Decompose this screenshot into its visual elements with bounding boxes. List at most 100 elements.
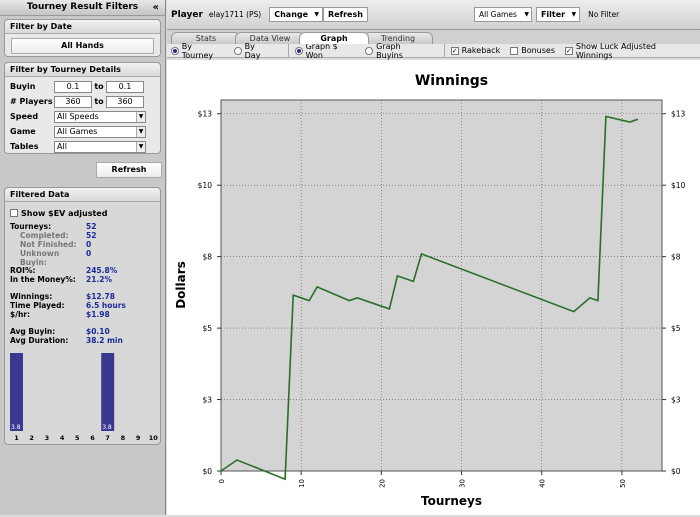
- options-divider: [287, 43, 289, 58]
- y-tick-label: $5: [202, 324, 212, 333]
- stat-label: Avg Duration:: [10, 336, 69, 345]
- stat-label: Not Finished:: [20, 240, 77, 249]
- stat-value: 0: [86, 240, 92, 249]
- game-row: Game All Games ▼: [5, 124, 160, 139]
- stat-row: In the Money%: 21.2%: [10, 275, 155, 284]
- rakeback-option[interactable]: ✓ Rakeback: [450, 46, 501, 55]
- player-name: elay1711 (PS): [208, 10, 262, 19]
- by-tourney-option[interactable]: By Tourney: [171, 42, 224, 60]
- graph-options-bar: By Tourney By Day Graph $ Won Graph Buyi…: [167, 41, 700, 60]
- all-hands-button[interactable]: All Hands: [11, 38, 154, 54]
- chevron-down-icon[interactable]: ▼: [136, 111, 145, 122]
- chevron-down-icon[interactable]: ▼: [136, 141, 145, 152]
- game-select-value: All Games: [57, 126, 98, 136]
- histogram-place-label: 6: [90, 434, 95, 442]
- histogram-place-label: 1: [14, 434, 19, 442]
- luck-adjusted-option[interactable]: ✓ Show Luck Adjusted Winnings: [565, 42, 690, 60]
- y-tick-label-right: $5: [671, 324, 681, 333]
- graph-won-radio[interactable]: [294, 46, 303, 55]
- stat-label: Winnings:: [10, 292, 53, 301]
- stat-row: $/hr: $1.98: [10, 310, 155, 319]
- buyin-from-input[interactable]: 0.1: [54, 80, 92, 93]
- by-day-radio[interactable]: [233, 46, 242, 55]
- stat-value: 38.2 min: [86, 336, 123, 345]
- x-tick-label: 30: [459, 479, 467, 488]
- histogram-bar-label: 3.8: [11, 424, 21, 431]
- luck-adjusted-checkbox[interactable]: ✓: [565, 46, 573, 55]
- stat-row: Avg Duration: 38.2 min: [10, 336, 155, 345]
- game-select[interactable]: All Games ▼: [54, 125, 146, 138]
- stat-value: 52: [86, 231, 97, 240]
- x-tick-label: 0: [218, 479, 226, 483]
- graph-buyins-label: Graph Buyins: [376, 41, 403, 60]
- players-to-input[interactable]: 360: [106, 95, 144, 108]
- graph-panel: 0 10 20 30 40 50 $0 $0 $3 $3 $5 $5 $8 $8 $10 $10 $13 $13 W…: [167, 60, 700, 515]
- graph-buyins-option[interactable]: Graph Buyins: [365, 42, 427, 60]
- speed-select-value: All Speeds: [57, 111, 99, 121]
- change-player-button[interactable]: Change ▼: [269, 7, 324, 22]
- by-tourney-radio[interactable]: [171, 46, 179, 55]
- tables-row: Tables All ▼: [5, 139, 160, 154]
- y-tick-label-right: $10: [671, 181, 686, 190]
- stat-label: Completed:: [20, 231, 69, 240]
- stat-label: Time Played:: [10, 301, 65, 310]
- games-select[interactable]: All Games ▼: [473, 7, 532, 22]
- y-tick-label: $0: [202, 467, 212, 476]
- winnings-chart: 0 10 20 30 40 50 $0 $0 $3 $3 $5 $5 $8 $8 $10 $10 $13 $13 W…: [174, 73, 686, 508]
- y-tick-label-right: $0: [671, 467, 681, 476]
- tables-select-value: All: [57, 141, 67, 151]
- ev-adjusted-option[interactable]: Show $EV adjusted: [10, 207, 155, 219]
- histogram-bar: [10, 353, 23, 431]
- options-divider: [443, 43, 445, 58]
- stat-label: Unknown Buyin:: [20, 249, 60, 267]
- filters-panel-header: Tourney Result Filters «: [0, 0, 165, 16]
- graph-won-option[interactable]: Graph $ Won: [294, 41, 356, 60]
- stat-row: Avg Buyin: $0.10: [10, 327, 155, 336]
- game-label: Game: [10, 127, 36, 136]
- change-button-label: Change: [274, 10, 309, 19]
- tab-graph[interactable]: Graph: [299, 32, 369, 44]
- main-area: Player elay1711 (PS) Change ▼ Refresh All…: [167, 0, 700, 515]
- filter-button[interactable]: Filter ▼: [535, 7, 581, 22]
- players-from-input[interactable]: 360: [54, 95, 92, 108]
- filter-by-details-section: Filter by Tourney Details Buyin 0.1 to 0…: [4, 62, 161, 154]
- speed-select[interactable]: All Speeds ▼: [54, 110, 146, 123]
- graph-buyins-radio[interactable]: [365, 46, 374, 55]
- histogram-bar-label: 3.8: [102, 424, 112, 431]
- speed-row: Speed All Speeds ▼: [5, 109, 160, 124]
- chart-title: Winnings: [415, 73, 488, 89]
- rakeback-checkbox[interactable]: ✓: [450, 46, 459, 55]
- y-tick-label: $8: [202, 253, 212, 262]
- ev-adjusted-checkbox[interactable]: [10, 209, 18, 217]
- graph-won-label: Graph $ Won: [305, 41, 338, 60]
- stat-label: $/hr:: [10, 310, 30, 319]
- filtered-data-section: Filtered Data Show $EV adjusted Tourneys…: [4, 187, 161, 445]
- buyin-to-input[interactable]: 0.1: [106, 80, 144, 93]
- by-tourney-label: By Tourney: [181, 41, 214, 60]
- stat-row: Time Played: 6.5 hours: [10, 301, 155, 310]
- chevron-down-icon[interactable]: ▼: [136, 126, 145, 137]
- player-refresh-button[interactable]: Refresh: [323, 7, 368, 22]
- stat-value: $12.78: [86, 292, 115, 301]
- filtered-data-title: Filtered Data: [5, 188, 160, 202]
- filter-status: No Filter: [588, 10, 620, 19]
- tables-label: Tables: [10, 142, 39, 151]
- chevron-down-icon: ▼: [314, 11, 320, 18]
- histogram-place-label: 5: [75, 434, 80, 442]
- bonuses-option[interactable]: Bonuses: [510, 46, 555, 55]
- bonuses-checkbox[interactable]: [510, 46, 519, 55]
- rakeback-label: Rakeback: [461, 46, 501, 55]
- bonuses-label: Bonuses: [521, 46, 555, 55]
- by-day-option[interactable]: By Day: [233, 42, 272, 60]
- filter-by-details-title: Filter by Tourney Details: [5, 63, 160, 77]
- stat-value: 21.2%: [86, 275, 113, 284]
- finish-histogram: 3.8 1 2 3 4 5 6 3.8 7 8 9 10: [10, 353, 158, 442]
- stat-value: $1.98: [86, 310, 110, 319]
- filters-refresh-button[interactable]: Refresh: [96, 162, 162, 178]
- plot-area: [220, 99, 663, 472]
- stat-row: Not Finished: 0: [10, 240, 155, 249]
- collapse-panel-icon[interactable]: «: [152, 2, 159, 13]
- stat-value: $0.10: [86, 327, 110, 336]
- players-label: # Players: [10, 97, 53, 106]
- tables-select[interactable]: All ▼: [54, 140, 146, 153]
